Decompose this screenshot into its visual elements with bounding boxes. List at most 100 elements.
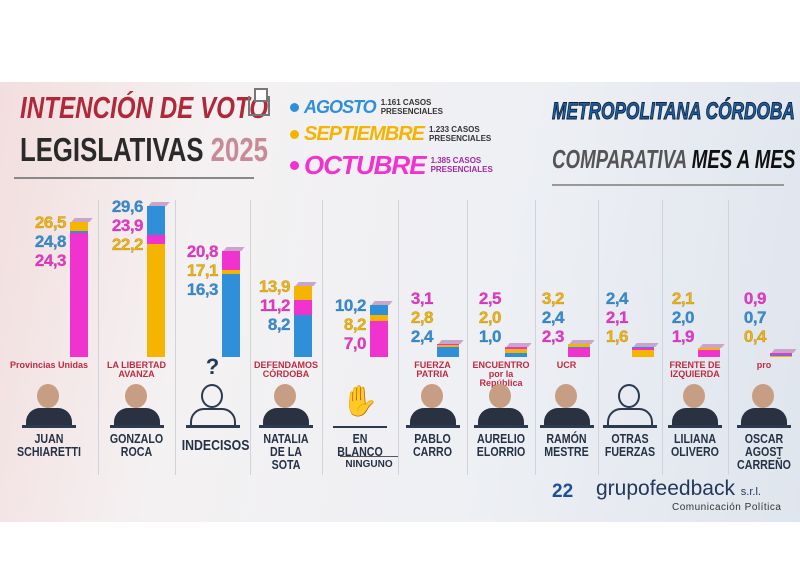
bar-segment [437, 343, 459, 346]
bar-segment [568, 343, 590, 347]
torso [672, 408, 718, 425]
value-label: 0,4 [743, 327, 767, 346]
party-logo: DEFENDAMOS CÓRDOBA [253, 360, 318, 379]
name-line2: SCHIARETTI [17, 444, 81, 459]
value-label: 2,4 [541, 308, 565, 327]
bar-segment [568, 347, 590, 357]
bar-top [699, 344, 725, 349]
candidate-photo [109, 380, 164, 428]
value-label: 11,2 [259, 296, 291, 316]
bar-segment [294, 315, 312, 357]
value-label: 2,0 [478, 308, 502, 327]
value-label: 2,5 [478, 289, 502, 308]
face [683, 384, 705, 408]
value-label: 2,1 [671, 289, 695, 308]
value-label: 7,0 [343, 333, 367, 353]
name-line2: DE LA SOTA [270, 444, 302, 472]
value-label: 13,9 [258, 277, 291, 297]
subtitle: COMPARATIVA MES A MES [552, 146, 795, 172]
torso [543, 408, 590, 425]
bar-segment [505, 352, 527, 357]
title-line2: LEGISLATIVAS 2025 [20, 133, 268, 166]
value-label: 29,6 [111, 197, 144, 217]
legend-item: SEPTIEMBRE 1.233 CASOS PRESENCIALES [290, 124, 491, 144]
value-label: 0,7 [743, 308, 767, 327]
title-legislativas: LEGISLATIVAS [20, 131, 204, 168]
value-label: 10,2 [334, 295, 367, 315]
name-line1: RAMÓN [546, 431, 587, 446]
value-label: 16,3 [186, 279, 219, 299]
subtitle-comparativa: COMPARATIVA [552, 144, 687, 174]
candidate-photo [405, 380, 460, 428]
value-label: 1,6 [605, 327, 629, 346]
name-line1: LILIANA [673, 431, 717, 446]
party-logo: Provincias Unidas [9, 360, 89, 370]
name-line2: FUERZAS [604, 444, 656, 459]
name-line1: AURELIO [477, 431, 525, 446]
torso [478, 408, 524, 425]
value-label: 17,1 [186, 260, 219, 280]
candidate-name: OSCAR AGOST CARREÑO [734, 432, 793, 471]
name-line2: CARRO [412, 444, 453, 459]
value-label: 2,0 [671, 308, 695, 327]
party-logo: pro [756, 360, 772, 370]
column-divider [467, 200, 468, 475]
bar-segment [568, 346, 590, 349]
column-divider [98, 200, 99, 475]
name-line2: MESTRE [544, 444, 589, 459]
bar-segment [370, 304, 388, 316]
value-label: 2,4 [605, 289, 629, 308]
party-logo: LA LIBERTAD AVANZA [107, 360, 166, 379]
face [752, 384, 774, 408]
legend-month: SEPTIEMBRE [304, 123, 425, 145]
legend-month: OCTUBRE [304, 150, 427, 180]
candidate-name: LILIANA OLIVERO [668, 432, 722, 458]
legend-month: AGOSTO [304, 97, 377, 117]
candidate-name: RAMÓN MESTRE [541, 432, 593, 458]
bar-top [71, 217, 93, 222]
bar-segment [632, 348, 654, 351]
column-divider [535, 200, 536, 475]
name-line2: ELORRIO [476, 444, 526, 459]
party-logo: ENCUENTRO por la República [472, 360, 530, 388]
value-label: 22,2 [111, 235, 144, 255]
legend-dot [290, 129, 299, 139]
torso [741, 408, 787, 425]
brand-suffix: s.r.l. [740, 486, 761, 498]
face [489, 384, 511, 408]
value-label: 20,8 [186, 241, 219, 261]
value-label: 24,8 [34, 231, 67, 251]
candidate-photo [737, 380, 791, 428]
candidate-name: AURELIO ELORRIO [473, 432, 529, 458]
party-logo: UCR [556, 360, 577, 370]
brand-logo: grupofeedback s.r.l. [596, 478, 761, 503]
brand-name: grupofeedback [596, 477, 735, 500]
bar-segment [770, 353, 792, 355]
bar-segment [632, 350, 654, 357]
bar-segment [437, 345, 459, 347]
value-label: 1,0 [478, 327, 502, 346]
divider [552, 184, 784, 186]
torso [409, 408, 456, 425]
candidate-photo [185, 380, 240, 428]
column-divider [250, 200, 251, 475]
bar-segment [70, 221, 88, 231]
name-line1: EN BLANCO [337, 431, 383, 459]
value-label: 3,1 [410, 289, 434, 308]
bar-segment [505, 346, 527, 349]
name-line1: OTRAS [611, 431, 649, 446]
bar-segment [698, 349, 720, 357]
legend-item: OCTUBRE 1.385 CASOS PRESENCIALES [290, 152, 493, 178]
face [618, 384, 640, 408]
bar-segment [70, 233, 88, 357]
hand-icon: ✋ [333, 380, 387, 428]
bar-segment [505, 348, 527, 353]
candidate-name: EN BLANCO [329, 432, 391, 458]
value-label: 0,9 [743, 289, 767, 308]
column-divider [598, 200, 599, 475]
column-divider [175, 200, 176, 475]
legend-dot [290, 102, 299, 112]
title-year: 2025 [210, 131, 268, 168]
party-logo: FRENTE DE IZQUIERDA [669, 360, 721, 379]
candidate-photo [539, 380, 594, 428]
